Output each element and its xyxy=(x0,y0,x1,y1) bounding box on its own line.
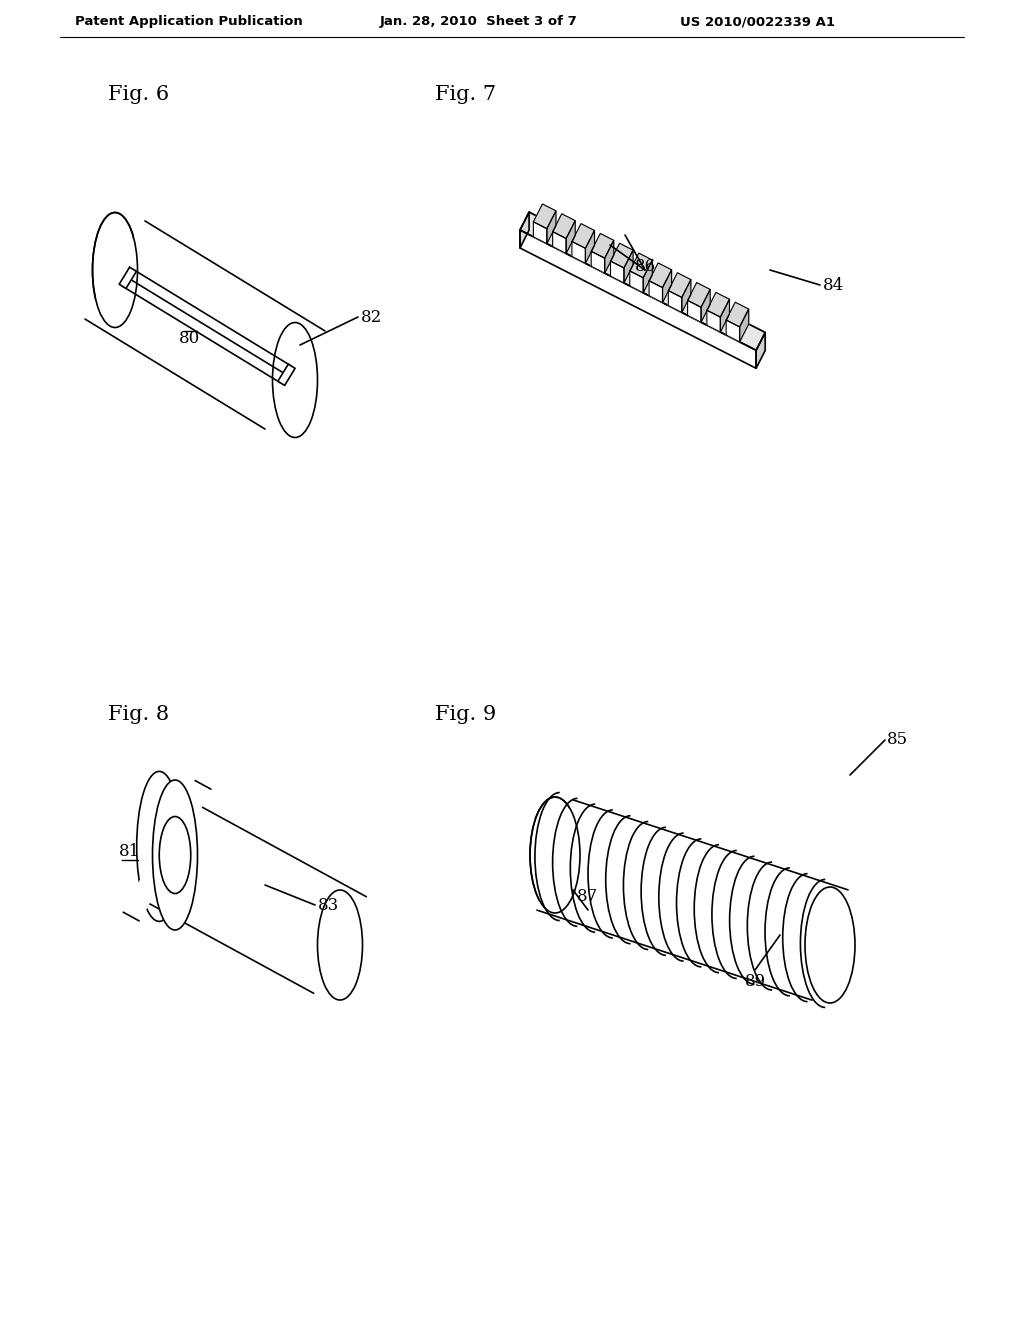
Polygon shape xyxy=(649,263,672,288)
Polygon shape xyxy=(520,213,765,350)
Polygon shape xyxy=(624,251,633,282)
Polygon shape xyxy=(520,230,756,368)
Text: 85: 85 xyxy=(887,731,908,748)
Text: 83: 83 xyxy=(318,896,339,913)
Polygon shape xyxy=(572,223,595,248)
Text: 81: 81 xyxy=(120,843,140,861)
Polygon shape xyxy=(669,290,682,313)
Text: 82: 82 xyxy=(361,309,382,326)
Ellipse shape xyxy=(92,213,137,327)
Polygon shape xyxy=(739,309,749,342)
Polygon shape xyxy=(643,260,652,293)
Polygon shape xyxy=(148,807,367,993)
Polygon shape xyxy=(520,213,529,248)
Polygon shape xyxy=(707,293,729,317)
Polygon shape xyxy=(610,261,624,282)
Polygon shape xyxy=(591,251,605,273)
Polygon shape xyxy=(123,780,211,921)
Polygon shape xyxy=(726,302,749,327)
Text: Fig. 8: Fig. 8 xyxy=(108,705,169,725)
Ellipse shape xyxy=(805,887,855,1003)
Polygon shape xyxy=(682,280,691,313)
Polygon shape xyxy=(726,319,739,342)
Polygon shape xyxy=(663,269,672,302)
Text: 80: 80 xyxy=(179,330,201,347)
Text: 86: 86 xyxy=(635,257,655,275)
Polygon shape xyxy=(547,211,556,244)
Ellipse shape xyxy=(317,890,362,1001)
Text: Fig. 7: Fig. 7 xyxy=(435,86,496,104)
Text: US 2010/0022339 A1: US 2010/0022339 A1 xyxy=(680,16,835,29)
Text: Patent Application Publication: Patent Application Publication xyxy=(75,16,303,29)
Polygon shape xyxy=(630,271,643,293)
Polygon shape xyxy=(687,301,701,322)
Polygon shape xyxy=(610,243,633,268)
Polygon shape xyxy=(756,333,765,368)
Text: 84: 84 xyxy=(823,276,844,293)
Polygon shape xyxy=(669,273,691,297)
Polygon shape xyxy=(591,234,613,259)
Ellipse shape xyxy=(160,817,190,894)
Polygon shape xyxy=(701,289,711,322)
Ellipse shape xyxy=(153,780,198,931)
Text: Fig. 6: Fig. 6 xyxy=(108,86,169,104)
Polygon shape xyxy=(566,220,575,253)
Polygon shape xyxy=(649,281,663,302)
Polygon shape xyxy=(572,242,586,263)
Text: 87: 87 xyxy=(578,888,599,906)
Polygon shape xyxy=(553,231,566,253)
Polygon shape xyxy=(720,300,729,333)
Polygon shape xyxy=(537,800,848,1001)
Polygon shape xyxy=(278,364,295,385)
Polygon shape xyxy=(586,231,595,263)
Ellipse shape xyxy=(136,771,181,921)
Polygon shape xyxy=(553,214,575,239)
Text: Fig. 9: Fig. 9 xyxy=(435,705,497,725)
Text: Jan. 28, 2010  Sheet 3 of 7: Jan. 28, 2010 Sheet 3 of 7 xyxy=(380,16,578,29)
Polygon shape xyxy=(119,267,136,289)
Ellipse shape xyxy=(272,322,317,437)
Polygon shape xyxy=(605,240,613,273)
Polygon shape xyxy=(707,310,720,333)
Polygon shape xyxy=(630,253,652,277)
Ellipse shape xyxy=(153,800,198,909)
Polygon shape xyxy=(534,205,556,228)
Polygon shape xyxy=(529,213,765,351)
Ellipse shape xyxy=(530,797,580,913)
Polygon shape xyxy=(687,282,711,308)
Polygon shape xyxy=(85,220,325,429)
Text: 89: 89 xyxy=(744,973,766,990)
Polygon shape xyxy=(534,222,547,244)
